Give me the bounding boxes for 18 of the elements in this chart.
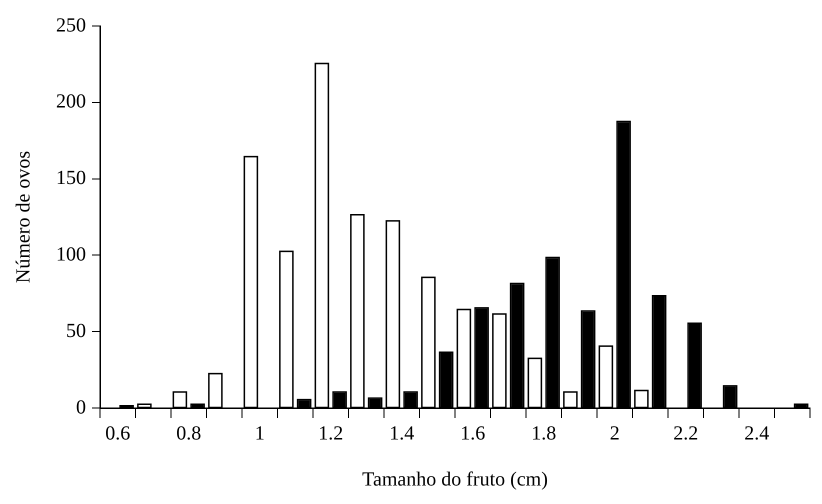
y-tick-label: 250 <box>56 14 86 36</box>
x-tick-label: 1.6 <box>460 422 486 444</box>
x-tick-label: 0.6 <box>105 422 130 444</box>
y-tick-label: 200 <box>56 90 86 113</box>
y-tick-label: 50 <box>66 320 86 342</box>
y-axis-title: Número de ovos <box>12 150 34 284</box>
x-tick-label: 2 <box>610 422 620 444</box>
x-tick-label: 1.2 <box>318 422 344 444</box>
y-tick-label: 0 <box>76 396 86 418</box>
x-axis-title: Tamanho do fruto (cm) <box>362 468 548 490</box>
x-tick-label: 1.8 <box>531 422 556 444</box>
y-tick-label: 100 <box>56 243 86 266</box>
x-tick-label: 1 <box>254 422 265 444</box>
y-tick-label: 150 <box>56 167 86 190</box>
x-tick-label: 2.4 <box>744 422 770 444</box>
x-tick-label: 1.4 <box>389 422 414 444</box>
x-tick-label: 2.2 <box>673 422 698 444</box>
x-tick-label: 0.8 <box>176 422 202 444</box>
